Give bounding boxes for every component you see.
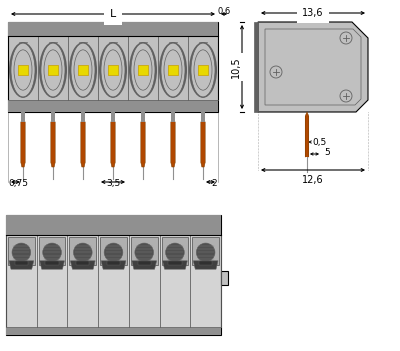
Circle shape	[12, 243, 31, 262]
Polygon shape	[111, 162, 115, 167]
Polygon shape	[101, 261, 126, 269]
Bar	[201, 122, 205, 162]
Bar	[111, 112, 115, 122]
Ellipse shape	[41, 43, 65, 97]
Circle shape	[104, 243, 123, 262]
Bar	[81, 122, 85, 162]
Bar	[81, 112, 85, 122]
Text: L: L	[110, 9, 116, 19]
Circle shape	[135, 243, 154, 262]
Ellipse shape	[11, 43, 35, 97]
Polygon shape	[81, 162, 85, 167]
Bar	[51, 112, 55, 122]
Bar	[254, 22, 258, 112]
Bar	[48, 65, 58, 75]
Bar	[171, 112, 175, 122]
Polygon shape	[162, 261, 187, 269]
Circle shape	[43, 243, 62, 262]
Polygon shape	[40, 261, 64, 269]
Ellipse shape	[101, 43, 125, 97]
Bar	[171, 122, 175, 162]
Circle shape	[270, 66, 282, 78]
Bar	[131, 237, 158, 265]
Bar	[39, 237, 66, 265]
Bar	[198, 65, 208, 75]
Bar	[8, 22, 218, 112]
Circle shape	[74, 243, 92, 262]
Bar	[305, 116, 309, 157]
Text: 0,6: 0,6	[217, 7, 231, 16]
Polygon shape	[21, 162, 25, 167]
Polygon shape	[141, 162, 145, 167]
Bar	[8, 22, 218, 36]
Ellipse shape	[99, 42, 127, 98]
Bar	[168, 65, 178, 75]
Ellipse shape	[39, 42, 67, 98]
Ellipse shape	[191, 43, 215, 97]
Bar	[8, 237, 35, 265]
Circle shape	[340, 90, 352, 102]
Polygon shape	[305, 112, 309, 116]
Bar	[168, 261, 182, 265]
Text: 13,6: 13,6	[302, 8, 324, 18]
Bar	[70, 237, 96, 265]
Polygon shape	[171, 162, 175, 167]
Polygon shape	[9, 261, 34, 269]
Text: 0,5: 0,5	[313, 139, 327, 147]
Polygon shape	[70, 261, 95, 269]
Bar	[192, 237, 219, 265]
Bar	[78, 65, 88, 75]
Text: 3,5: 3,5	[106, 179, 120, 188]
Bar	[201, 112, 205, 122]
Bar	[8, 100, 218, 112]
Bar	[107, 261, 120, 265]
Bar	[111, 122, 115, 162]
Polygon shape	[51, 162, 55, 167]
Bar	[45, 261, 59, 265]
Polygon shape	[201, 162, 205, 167]
Ellipse shape	[71, 43, 95, 97]
Ellipse shape	[9, 42, 37, 98]
Circle shape	[166, 243, 184, 262]
Ellipse shape	[161, 43, 185, 97]
Bar	[6, 327, 221, 335]
Bar	[51, 122, 55, 162]
Text: 5: 5	[324, 148, 330, 157]
Polygon shape	[258, 22, 368, 112]
Bar	[141, 112, 145, 122]
Text: 0,75: 0,75	[8, 179, 28, 188]
Bar	[138, 65, 148, 75]
Polygon shape	[193, 261, 218, 269]
Bar	[21, 112, 25, 122]
Ellipse shape	[131, 43, 155, 97]
Bar	[199, 261, 212, 265]
Bar	[15, 261, 28, 265]
Ellipse shape	[69, 42, 97, 98]
Ellipse shape	[129, 42, 157, 98]
Bar	[141, 122, 145, 162]
Bar	[100, 237, 127, 265]
Circle shape	[340, 32, 352, 44]
Bar	[6, 215, 221, 235]
Bar	[221, 271, 228, 285]
Text: 2: 2	[211, 179, 217, 188]
Bar	[138, 261, 151, 265]
Circle shape	[196, 243, 215, 262]
Bar	[162, 237, 188, 265]
Polygon shape	[132, 261, 156, 269]
Ellipse shape	[189, 42, 217, 98]
Bar	[21, 122, 25, 162]
Ellipse shape	[159, 42, 187, 98]
Text: 10,5: 10,5	[231, 56, 241, 78]
Bar	[76, 261, 90, 265]
Bar	[18, 65, 28, 75]
Text: 12,6: 12,6	[302, 175, 324, 185]
Bar	[6, 215, 221, 335]
Bar	[108, 65, 118, 75]
